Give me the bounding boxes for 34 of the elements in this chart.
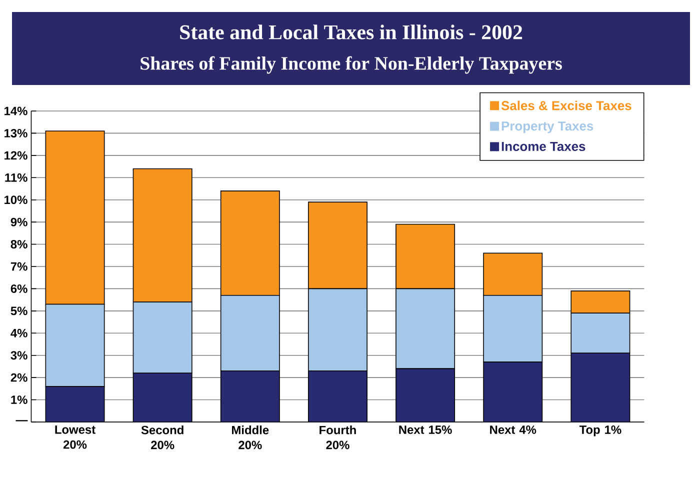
y-tick-label: 11% (5, 173, 28, 182)
y-tick-label: 1% (11, 396, 28, 404)
bar (46, 386, 104, 422)
bar (396, 368, 455, 422)
y-tick-label: 10% (4, 196, 28, 204)
bar (484, 362, 542, 422)
x-tick-label: Next 15% (399, 426, 452, 434)
x-tick-label: Middle 20% (232, 426, 269, 450)
y-tick-label: 12% (4, 151, 28, 160)
legend-label: Income Taxes (502, 142, 586, 152)
y-tick-label: 8% (10, 240, 28, 248)
bar (220, 370, 280, 422)
bar (570, 352, 630, 422)
legend-label: Sales & Excise Taxes (501, 100, 632, 110)
y-tick-label: 4% (10, 328, 28, 338)
y-tick-label: 13% (4, 128, 28, 138)
chart-title: State and Local Taxes in Illinois - 2002 (180, 24, 522, 40)
x-tick-label: Lowest 20% (55, 426, 96, 449)
y-tick-label: 7% (10, 262, 28, 271)
y-tick-label: 5% (10, 306, 28, 316)
y-tick-label: — (16, 420, 28, 422)
y-tick-label: 2% (10, 373, 28, 382)
x-tick-label: Next 4% (490, 426, 536, 434)
x-tick-label: Top 1% (579, 426, 622, 436)
y-tick-label: 6% (10, 284, 28, 293)
chart-subtitle: Shares of Family Income for Non-Elderly Taxpayers (140, 56, 562, 74)
y-tick-label: 14% (4, 106, 28, 116)
y-tick-label: 3% (10, 351, 28, 360)
bar (133, 373, 192, 422)
x-tick-label: Fourth 20% (320, 426, 356, 450)
y-tick-label: 9% (10, 218, 28, 226)
x-tick-label: Second 20% (141, 426, 184, 450)
legend-label: Property Taxes (502, 122, 594, 134)
bar (308, 370, 368, 422)
